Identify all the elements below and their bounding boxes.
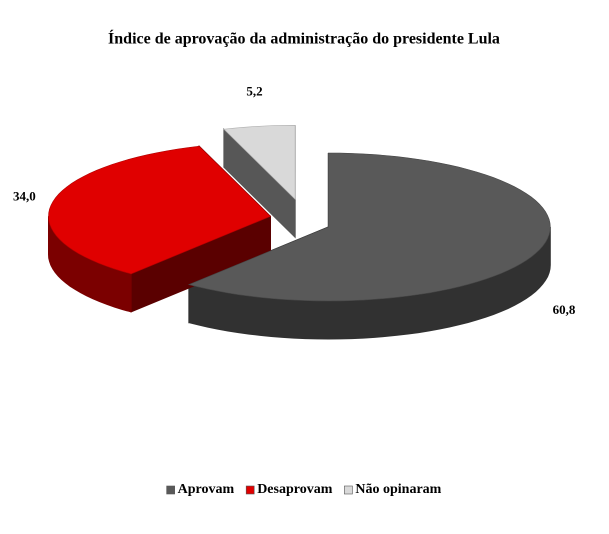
pie-tops [48,124,551,302]
legend-swatch [344,485,353,495]
slice [187,152,551,302]
data-label: 5,2 [246,84,262,99]
data-labels: 60,8 34,0 5,2 [13,84,576,317]
legend-swatch [166,485,175,495]
data-label: 34,0 [13,188,36,203]
slice [48,145,271,275]
legend-label: Aprovam [178,482,235,497]
chart-title: Índice de aprovação da administração do … [108,29,500,48]
legend-item: Aprovam [166,482,235,497]
legend-label: Não opinaram [355,482,441,497]
data-label: 60,8 [553,302,576,317]
legend-swatch [245,485,255,495]
legend-item: Não opinaram [344,482,442,497]
slice [223,124,296,200]
legend: Aprovam Desaprovam Não opinaram [166,482,442,497]
legend-item: Desaprovam [245,482,333,497]
legend-label: Desaprovam [257,482,333,497]
